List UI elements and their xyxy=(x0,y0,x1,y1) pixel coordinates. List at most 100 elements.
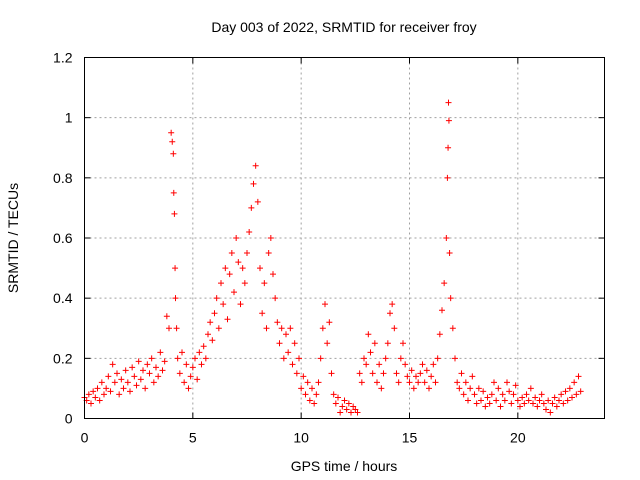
data-point xyxy=(220,301,227,308)
data-point xyxy=(298,385,305,392)
y-tick-label: 0 xyxy=(65,411,73,427)
data-point xyxy=(148,355,155,362)
data-point xyxy=(467,385,474,392)
data-point xyxy=(553,403,560,410)
data-point xyxy=(159,367,166,374)
y-tick-label: 1 xyxy=(65,110,73,126)
data-point xyxy=(575,373,582,380)
data-point xyxy=(404,373,411,380)
data-point xyxy=(317,355,324,362)
data-point xyxy=(352,406,359,413)
data-point xyxy=(246,228,253,235)
data-point xyxy=(267,235,274,241)
data-point xyxy=(92,394,99,401)
data-point xyxy=(551,394,558,401)
data-point xyxy=(222,265,229,272)
data-point xyxy=(107,388,114,395)
data-point xyxy=(309,385,315,392)
data-point xyxy=(313,391,320,398)
data-point xyxy=(449,325,456,332)
data-point xyxy=(410,385,417,392)
data-point xyxy=(348,409,354,416)
data-point xyxy=(194,376,201,383)
data-point xyxy=(471,391,478,398)
data-point xyxy=(140,367,146,374)
data-point xyxy=(374,379,380,386)
chart-title: Day 003 of 2022, SRMTID for receiver fro… xyxy=(211,19,476,35)
data-point xyxy=(402,361,409,368)
data-point xyxy=(291,340,298,347)
data-point xyxy=(547,409,554,416)
data-point xyxy=(157,349,164,356)
grid-lines xyxy=(84,57,605,419)
data-point xyxy=(257,265,263,272)
data-point xyxy=(330,391,337,398)
data-point xyxy=(120,385,127,392)
data-point xyxy=(345,400,352,407)
y-tick-label: 0.2 xyxy=(53,350,73,366)
data-point xyxy=(328,370,335,377)
data-point xyxy=(209,337,216,344)
data-point xyxy=(501,397,508,404)
data-point xyxy=(573,391,580,398)
data-point xyxy=(389,301,396,308)
data-point xyxy=(382,355,389,362)
data-point xyxy=(564,397,571,404)
data-point xyxy=(283,331,289,338)
data-point xyxy=(478,397,484,404)
data-point xyxy=(504,379,510,386)
data-point xyxy=(218,280,224,287)
data-point xyxy=(228,250,235,257)
data-point xyxy=(488,391,495,398)
data-point xyxy=(85,391,92,398)
data-point xyxy=(400,340,406,347)
data-point xyxy=(289,361,296,368)
data-point xyxy=(417,370,424,377)
data-point xyxy=(560,400,567,407)
data-point xyxy=(549,400,556,407)
data-point xyxy=(517,403,523,410)
data-point xyxy=(306,397,313,404)
data-point xyxy=(426,385,432,392)
data-point xyxy=(506,388,513,395)
y-axis-label: SRMTID / TECUs xyxy=(5,183,21,293)
data-point xyxy=(482,403,489,410)
data-point xyxy=(153,364,159,371)
data-point xyxy=(280,355,287,362)
data-point xyxy=(534,403,541,410)
data-point xyxy=(172,295,179,302)
data-point xyxy=(272,295,279,302)
data-point xyxy=(170,150,177,157)
data-point xyxy=(456,385,463,392)
data-point xyxy=(173,325,180,332)
data-point xyxy=(226,271,233,278)
data-point xyxy=(254,198,261,205)
data-point xyxy=(527,385,534,392)
data-point xyxy=(508,400,515,407)
data-point xyxy=(434,355,441,362)
data-point xyxy=(545,397,552,404)
x-tick-label: 5 xyxy=(189,430,197,446)
data-point xyxy=(462,379,469,386)
data-point xyxy=(302,391,309,398)
data-point xyxy=(276,340,283,347)
data-point xyxy=(480,388,487,395)
data-point xyxy=(259,310,266,317)
x-tick-label: 10 xyxy=(293,430,309,446)
data-point xyxy=(118,376,125,383)
data-point xyxy=(356,370,363,377)
data-point xyxy=(179,349,185,356)
data-point xyxy=(181,379,188,386)
data-point xyxy=(339,403,346,410)
data-point xyxy=(101,391,107,398)
data-point xyxy=(523,391,530,398)
data-point xyxy=(341,397,348,404)
data-point xyxy=(378,385,385,392)
data-point xyxy=(430,361,437,368)
data-point xyxy=(187,373,194,380)
data-point xyxy=(116,391,123,398)
data-point xyxy=(96,397,103,404)
data-point xyxy=(497,403,504,410)
data-point xyxy=(170,189,177,196)
